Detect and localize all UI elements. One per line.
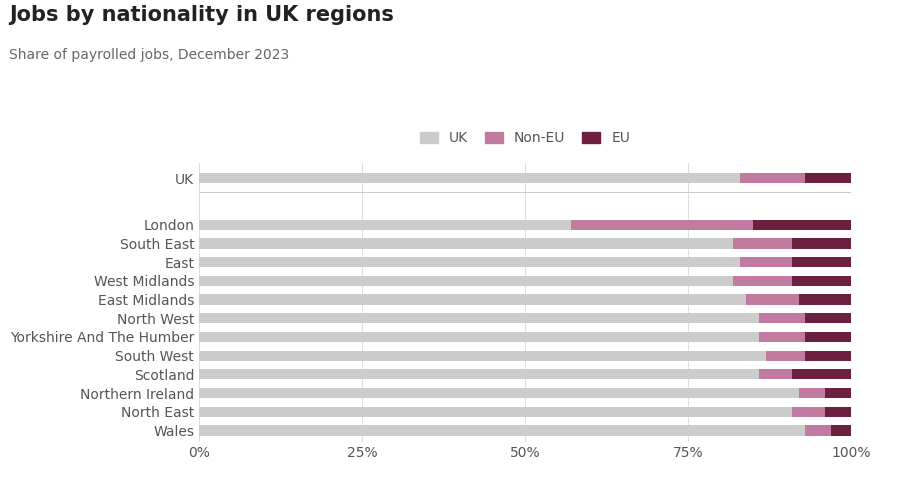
Bar — [766, 350, 805, 361]
Bar — [805, 425, 831, 435]
Bar — [792, 369, 851, 380]
Bar — [199, 388, 798, 398]
Bar — [740, 257, 792, 267]
Bar — [740, 173, 805, 183]
Bar — [199, 313, 759, 324]
Bar — [798, 388, 824, 398]
Bar — [831, 425, 851, 435]
Text: Jobs by nationality in UK regions: Jobs by nationality in UK regions — [9, 5, 394, 25]
Bar — [792, 257, 851, 267]
Bar — [792, 276, 851, 286]
Text: Share of payrolled jobs, December 2023: Share of payrolled jobs, December 2023 — [9, 48, 290, 62]
Bar — [805, 313, 851, 324]
Bar — [199, 332, 759, 342]
Bar — [199, 173, 740, 183]
Bar — [199, 257, 740, 267]
Bar — [199, 294, 747, 305]
Bar — [733, 276, 792, 286]
Bar — [199, 369, 759, 380]
Bar — [199, 425, 805, 435]
Bar — [792, 239, 851, 249]
Bar — [199, 220, 570, 230]
Bar — [759, 332, 805, 342]
Bar — [570, 220, 753, 230]
Bar — [805, 350, 851, 361]
Bar — [747, 294, 798, 305]
Bar — [199, 350, 766, 361]
Bar — [824, 407, 851, 417]
Bar — [733, 239, 792, 249]
Bar — [759, 369, 792, 380]
Bar — [824, 388, 851, 398]
Bar — [759, 313, 805, 324]
Bar — [792, 407, 824, 417]
Bar — [805, 173, 851, 183]
Bar — [199, 239, 733, 249]
Bar — [753, 220, 851, 230]
Bar — [805, 332, 851, 342]
Bar — [199, 276, 733, 286]
Bar — [199, 407, 792, 417]
Bar — [798, 294, 851, 305]
Legend: UK, Non-EU, EU: UK, Non-EU, EU — [420, 131, 630, 145]
